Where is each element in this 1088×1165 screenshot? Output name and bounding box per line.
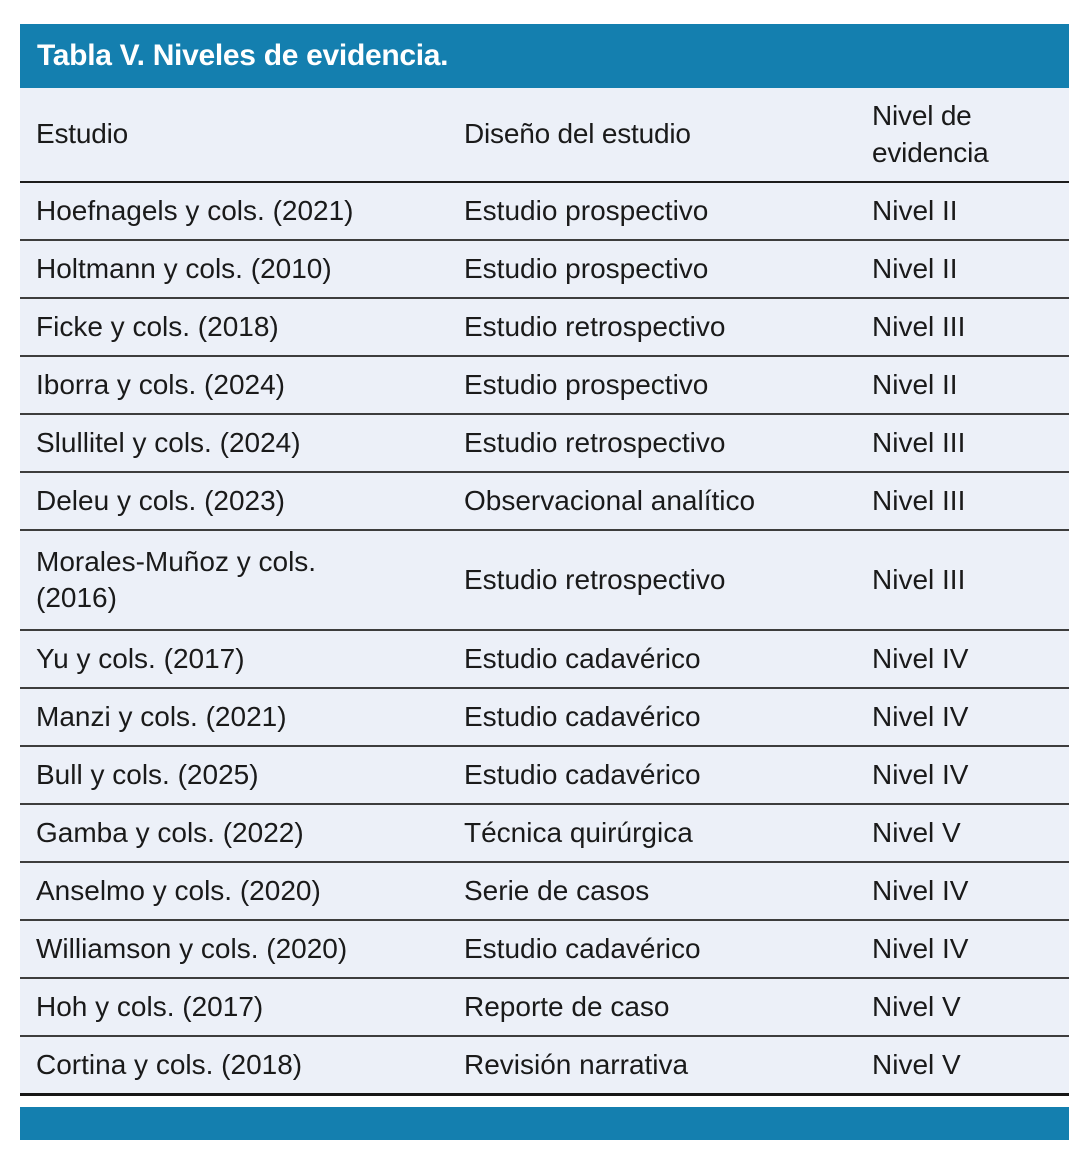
table-row: Manzi y cols. (2021) Estudio cadavérico … bbox=[20, 687, 1069, 746]
cell-estudio: Morales-Muñoz y cols. (2016) bbox=[20, 529, 464, 630]
table-row: Williamson y cols. (2020) Estudio cadavé… bbox=[20, 919, 1069, 978]
column-header-nivel: Nivel de evidencia bbox=[872, 88, 1069, 183]
table-row: Bull y cols. (2025) Estudio cadavérico N… bbox=[20, 745, 1069, 804]
cell-nivel: Nivel III bbox=[872, 413, 1069, 472]
cell-diseno: Estudio prospectivo bbox=[464, 239, 872, 298]
header-row: Estudio Diseño del estudio Nivel de evid… bbox=[20, 88, 1069, 183]
table-row: Deleu y cols. (2023) Observacional analí… bbox=[20, 471, 1069, 530]
table-body: Hoefnagels y cols. (2021) Estudio prospe… bbox=[20, 182, 1069, 1096]
table-footer-bar bbox=[20, 1106, 1069, 1140]
cell-diseno: Estudio prospectivo bbox=[464, 194, 709, 226]
cell-estudio: Hoh y cols. (2017) bbox=[20, 977, 464, 1036]
cell-estudio: Iborra y cols. (2024) bbox=[20, 355, 464, 414]
cell-diseno: Estudio cadavérico bbox=[464, 919, 872, 978]
table-title-bar: Tabla V. Niveles de evidencia. bbox=[20, 24, 1069, 88]
cell-nivel: Nivel II bbox=[872, 194, 958, 226]
table-row: Holtmann y cols. (2010) Estudio prospect… bbox=[20, 239, 1069, 298]
evidence-table: Estudio Diseño del estudio Nivel de evid… bbox=[20, 88, 1069, 1096]
cell-estudio: Ficke y cols. (2018) bbox=[20, 297, 464, 356]
footer-gap bbox=[20, 1095, 1069, 1107]
cell-diseno: Estudio cadavérico bbox=[464, 629, 872, 688]
table-row: Gamba y cols. (2022) Técnica quirúrgica … bbox=[20, 803, 1069, 862]
cell-estudio: Anselmo y cols. (2020) bbox=[20, 861, 464, 920]
table-row: Morales-Muñoz y cols. (2016) Estudio ret… bbox=[20, 529, 1069, 630]
cell-estudio: Bull y cols. (2025) bbox=[20, 745, 464, 804]
cell-nivel: Nivel IV bbox=[872, 629, 1069, 688]
cell-estudio: Williamson y cols. (2020) bbox=[20, 919, 464, 978]
cell-nivel: Nivel V bbox=[872, 1035, 1069, 1096]
table-title: Tabla V. Niveles de evidencia. bbox=[37, 39, 449, 72]
cell-diseno: Técnica quirúrgica bbox=[464, 803, 872, 862]
table-row: Hoh y cols. (2017) Reporte de caso Nivel… bbox=[20, 977, 1069, 1036]
cell-diseno: Observacional analítico bbox=[464, 471, 872, 530]
cell-diseno: Estudio cadavérico bbox=[464, 745, 872, 804]
table-row: Anselmo y cols. (2020) Serie de casos Ni… bbox=[20, 861, 1069, 920]
cell-diseno: Estudio prospectivo bbox=[464, 355, 872, 414]
table-row: Ficke y cols. (2018) Estudio retrospecti… bbox=[20, 297, 1069, 356]
column-header-diseno: Diseño del estudio bbox=[464, 88, 872, 183]
cell-nivel: Nivel III bbox=[872, 529, 1069, 630]
table-row: Hoefnagels y cols. (2021) Estudio prospe… bbox=[20, 182, 1069, 240]
cell-diseno: Estudio retrospectivo bbox=[464, 529, 872, 630]
cell-diseno: Revisión narrativa bbox=[464, 1035, 872, 1096]
cell-nivel: Nivel II bbox=[872, 239, 1069, 298]
cell-nivel: Nivel V bbox=[872, 977, 1069, 1036]
cell-estudio: Cortina y cols. (2018) bbox=[20, 1035, 464, 1096]
cell-nivel: Nivel II bbox=[872, 355, 1069, 414]
cell-nivel: Nivel V bbox=[872, 803, 1069, 862]
cell-nivel: Nivel IV bbox=[872, 861, 1069, 920]
table-row: Iborra y cols. (2024) Estudio prospectiv… bbox=[20, 355, 1069, 414]
cell-diseno: Estudio retrospectivo bbox=[464, 297, 872, 356]
table-header: Estudio Diseño del estudio Nivel de evid… bbox=[20, 88, 1069, 183]
cell-estudio: Holtmann y cols. (2010) bbox=[20, 239, 464, 298]
table-row: Slullitel y cols. (2024) Estudio retrosp… bbox=[20, 413, 1069, 472]
cell-estudio: Deleu y cols. (2023) bbox=[20, 471, 464, 530]
cell-diseno: Estudio retrospectivo bbox=[464, 413, 872, 472]
cell-nivel: Nivel III bbox=[872, 297, 1069, 356]
cell-nivel: Nivel III bbox=[872, 471, 1069, 530]
cell-estudio: Slullitel y cols. (2024) bbox=[20, 413, 464, 472]
cell-estudio: Gamba y cols. (2022) bbox=[20, 803, 464, 862]
cell-nivel: Nivel IV bbox=[872, 919, 1069, 978]
cell-nivel: Nivel IV bbox=[872, 745, 1069, 804]
cell-nivel: Nivel IV bbox=[872, 687, 1069, 746]
cell-diseno: Reporte de caso bbox=[464, 977, 872, 1036]
table-row: Yu y cols. (2017) Estudio cadavérico Niv… bbox=[20, 629, 1069, 688]
evidence-table-figure: Tabla V. Niveles de evidencia. Estudio D… bbox=[20, 24, 1069, 1140]
cell-diseno: Estudio cadavérico bbox=[464, 687, 872, 746]
table-row: Cortina y cols. (2018) Revisión narrativ… bbox=[20, 1035, 1069, 1096]
cell-estudio: Yu y cols. (2017) bbox=[20, 629, 464, 688]
column-header-estudio: Estudio bbox=[20, 88, 464, 183]
cell-estudio: Manzi y cols. (2021) bbox=[20, 687, 464, 746]
cell-estudio: Hoefnagels y cols. (2021) bbox=[36, 194, 354, 226]
cell-diseno: Serie de casos bbox=[464, 861, 872, 920]
